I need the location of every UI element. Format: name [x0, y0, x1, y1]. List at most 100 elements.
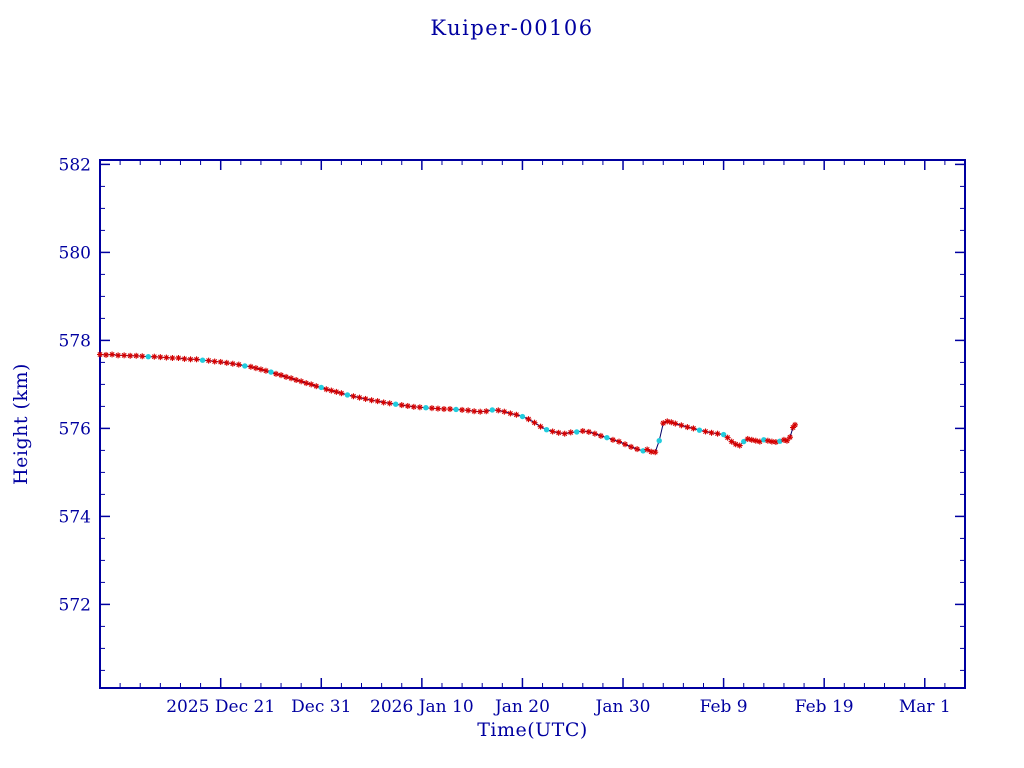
red-asterisk-marker: [561, 430, 568, 437]
red-asterisk-marker: [303, 380, 310, 387]
red-asterisk-marker: [298, 378, 305, 385]
red-asterisk-marker: [97, 351, 103, 358]
red-asterisk-marker: [169, 355, 176, 361]
cyan-dot-marker: [489, 407, 495, 413]
red-asterisk-marker: [223, 359, 230, 366]
cyan-dot-marker: [453, 406, 459, 413]
red-asterisk-marker: [333, 388, 340, 395]
red-asterisk-marker: [313, 383, 320, 390]
red-asterisk-marker: [175, 355, 182, 361]
red-asterisk-marker: [181, 355, 188, 362]
red-asterisk-marker: [109, 351, 116, 358]
red-asterisk-marker: [507, 410, 514, 417]
red-asterisk-marker: [262, 367, 269, 374]
cyan-dot-marker: [199, 357, 206, 363]
red-asterisk-marker: [652, 449, 659, 456]
red-asterisk-marker: [440, 406, 447, 413]
red-asterisk-marker: [278, 372, 285, 379]
plot-frame: [99, 159, 966, 689]
red-asterisk-marker: [724, 434, 731, 441]
x-tick-label: Feb 19: [795, 697, 854, 717]
red-asterisk-marker: [257, 366, 264, 373]
red-asterisk-marker: [609, 436, 616, 443]
red-asterisk-marker: [678, 422, 685, 429]
red-asterisk-marker: [525, 416, 532, 423]
red-asterisk-marker: [495, 407, 502, 414]
red-asterisk-marker: [252, 365, 259, 372]
red-asterisk-marker: [702, 428, 709, 435]
red-asterisk-marker: [157, 354, 164, 361]
x-tick-label: 2025 Dec 21: [166, 697, 275, 717]
red-asterisk-marker: [483, 408, 490, 415]
y-tick-label: 582: [59, 155, 91, 175]
red-asterisk-marker: [362, 395, 369, 402]
red-asterisk-marker: [386, 400, 393, 407]
red-asterisk-marker: [229, 360, 236, 367]
y-tick-label: 580: [59, 243, 91, 263]
red-asterisk-marker: [356, 394, 363, 401]
x-tick-label: Feb 9: [700, 697, 748, 717]
red-asterisk-marker: [288, 375, 295, 382]
red-asterisk-marker: [187, 356, 194, 363]
red-asterisk-marker: [350, 393, 357, 400]
red-asterisk-marker: [537, 423, 544, 430]
red-asterisk-marker: [374, 398, 381, 405]
red-asterisk-marker: [434, 405, 441, 412]
cyan-dot-marker: [145, 353, 151, 360]
red-asterisk-marker: [628, 443, 635, 450]
red-asterisk-marker: [273, 370, 280, 377]
red-asterisk-marker: [193, 356, 200, 363]
red-asterisk-marker: [501, 408, 508, 415]
x-tick-label: Jan 30: [594, 697, 651, 717]
red-asterisk-marker: [211, 358, 218, 365]
red-asterisk-marker: [308, 381, 315, 388]
y-tick-label: 572: [59, 595, 91, 615]
red-asterisk-marker: [684, 424, 691, 431]
height-series-line: [99, 353, 796, 453]
red-asterisk-marker: [585, 428, 592, 435]
red-asterisk-marker: [368, 397, 375, 404]
cyan-dot-marker: [423, 405, 429, 411]
red-asterisk-marker: [786, 434, 793, 441]
cyan-dot-marker: [519, 413, 526, 420]
red-asterisk-marker: [513, 411, 520, 418]
red-asterisk-marker: [471, 408, 478, 415]
red-asterisk-marker: [398, 402, 405, 409]
red-asterisk-marker: [634, 446, 641, 453]
red-asterisk-marker: [748, 436, 755, 443]
cyan-dot-marker: [543, 427, 550, 433]
red-asterisk-marker: [205, 357, 212, 364]
red-asterisk-marker: [531, 419, 538, 426]
y-tick-label: 578: [59, 331, 91, 351]
red-asterisk-marker: [247, 363, 254, 370]
red-asterisk-marker: [447, 406, 454, 413]
red-asterisk-marker: [338, 390, 345, 397]
red-asterisk-marker: [163, 354, 170, 361]
red-asterisk-marker: [404, 402, 411, 409]
red-asterisk-marker: [115, 352, 122, 359]
red-asterisk-marker: [139, 353, 146, 360]
red-asterisk-marker: [121, 352, 128, 359]
red-asterisk-marker: [328, 387, 335, 394]
x-axis-label: Time(UTC): [477, 719, 588, 741]
red-asterisk-marker: [752, 437, 759, 444]
red-asterisk-marker: [428, 405, 435, 412]
cyan-dot-marker: [656, 438, 662, 444]
red-asterisk-marker: [728, 438, 735, 445]
cyan-dot-marker: [777, 438, 783, 444]
red-asterisk-marker: [648, 448, 655, 455]
x-tick-label: Mar 1: [899, 697, 951, 717]
red-asterisk-marker: [283, 373, 290, 380]
red-asterisk-marker: [555, 429, 562, 436]
y-axis-label: Height (km): [10, 363, 32, 485]
red-asterisk-marker: [217, 358, 224, 365]
red-asterisk-marker: [416, 404, 423, 411]
red-asterisk-marker: [103, 351, 110, 358]
red-asterisk-marker: [591, 430, 598, 437]
red-asterisk-marker: [672, 420, 679, 427]
cyan-dot-marker: [720, 431, 727, 438]
red-asterisk-marker: [616, 438, 622, 445]
red-asterisk-marker: [235, 361, 242, 368]
y-tick-label: 576: [59, 419, 91, 439]
